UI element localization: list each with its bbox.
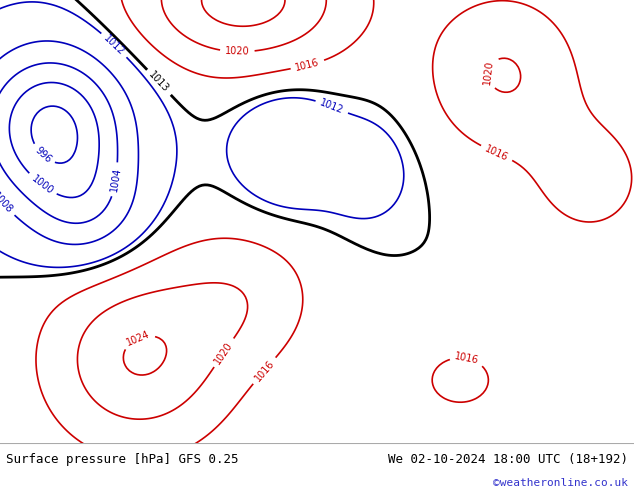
Text: 1016: 1016 bbox=[483, 143, 510, 163]
Text: Surface pressure [hPa] GFS 0.25: Surface pressure [hPa] GFS 0.25 bbox=[6, 453, 239, 466]
Text: 1012: 1012 bbox=[318, 98, 345, 116]
Text: 1016: 1016 bbox=[454, 351, 480, 366]
Text: 1020: 1020 bbox=[225, 47, 250, 57]
Text: 1012: 1012 bbox=[102, 33, 127, 57]
Text: 1016: 1016 bbox=[252, 358, 276, 383]
Text: 1004: 1004 bbox=[109, 167, 122, 193]
Text: 1020: 1020 bbox=[213, 340, 235, 366]
Text: 1016: 1016 bbox=[294, 57, 321, 73]
Text: 1020: 1020 bbox=[482, 60, 495, 85]
Text: 1013: 1013 bbox=[147, 70, 171, 95]
Text: 1024: 1024 bbox=[125, 329, 152, 347]
Text: 1008: 1008 bbox=[0, 191, 15, 216]
Text: 996: 996 bbox=[33, 145, 53, 165]
Text: 1000: 1000 bbox=[29, 173, 55, 196]
Text: We 02-10-2024 18:00 UTC (18+192): We 02-10-2024 18:00 UTC (18+192) bbox=[387, 453, 628, 466]
Text: ©weatheronline.co.uk: ©weatheronline.co.uk bbox=[493, 478, 628, 488]
